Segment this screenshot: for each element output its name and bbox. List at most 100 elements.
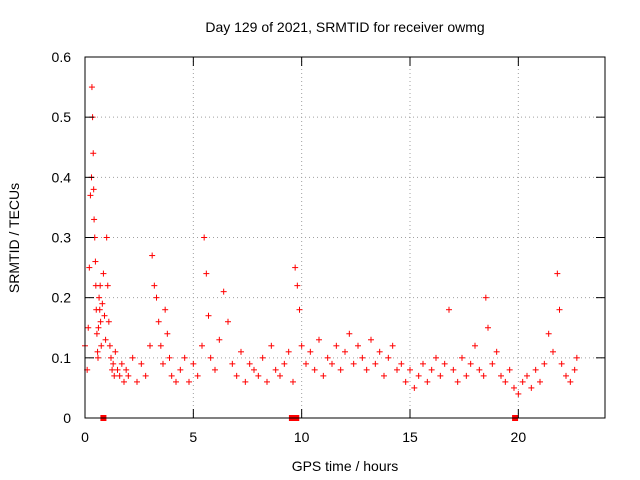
data-point <box>329 360 335 367</box>
data-point <box>242 378 249 385</box>
data-point <box>99 300 106 307</box>
data-point <box>519 378 526 385</box>
data-point <box>459 354 465 361</box>
data-point <box>296 306 303 313</box>
data-point <box>359 354 366 361</box>
data-point <box>463 372 470 379</box>
data-point <box>355 342 361 349</box>
data-point <box>528 384 535 391</box>
data-point <box>350 360 357 367</box>
data-point <box>101 312 108 319</box>
data-point <box>212 366 218 373</box>
y-tick-label: 0.2 <box>52 290 72 306</box>
data-point <box>203 270 210 277</box>
data-point <box>394 366 400 373</box>
data-point <box>428 366 435 373</box>
data-point <box>303 360 309 367</box>
data-point <box>181 354 188 361</box>
data-point <box>102 336 109 343</box>
data-point <box>482 294 489 301</box>
data-point <box>220 288 227 295</box>
data-point <box>88 84 95 91</box>
data-point <box>281 360 288 367</box>
data-point <box>85 324 92 331</box>
grid-lines <box>85 57 605 418</box>
data-point <box>433 354 439 361</box>
data-point <box>116 372 123 379</box>
data-point <box>97 318 104 325</box>
data-point <box>153 294 160 301</box>
data-point <box>480 372 487 379</box>
data-point <box>454 378 461 385</box>
data-point <box>333 342 340 349</box>
data-point <box>147 342 153 349</box>
data-point <box>467 360 474 367</box>
data-point <box>567 378 574 385</box>
data-point <box>259 354 266 361</box>
data-point <box>121 378 127 385</box>
data-point <box>100 270 107 277</box>
data-point <box>441 360 448 367</box>
data-point <box>489 360 496 367</box>
data-point <box>307 348 314 355</box>
data-point <box>105 318 112 325</box>
y-tick-label: 0.6 <box>52 49 72 65</box>
data-point <box>103 234 110 241</box>
x-tick-label: 0 <box>81 429 89 445</box>
data-point <box>476 366 483 373</box>
data-point <box>92 258 99 265</box>
data-point <box>292 264 299 271</box>
data-point <box>125 372 132 379</box>
data-point <box>95 324 102 331</box>
data-point <box>157 342 164 349</box>
data-point <box>134 378 140 385</box>
data-point <box>407 366 413 373</box>
data-point <box>532 366 539 373</box>
data-point <box>246 360 253 367</box>
data-point <box>272 366 279 373</box>
data-point <box>109 366 116 373</box>
data-point <box>90 186 97 193</box>
data-point <box>205 312 212 319</box>
data-point <box>238 348 244 355</box>
data-point <box>424 378 431 385</box>
data-point <box>162 306 169 313</box>
data-point <box>166 354 173 361</box>
axis-ticks <box>84 56 605 419</box>
y-axis-label: SRMTID / TECUs <box>6 183 22 293</box>
data-point <box>142 372 149 379</box>
data-point <box>363 366 370 373</box>
data-point <box>104 282 111 289</box>
y-tick-label: 0.5 <box>52 109 72 125</box>
data-point <box>368 336 374 343</box>
data-point <box>337 366 344 373</box>
data-point <box>545 330 552 337</box>
data-point <box>563 372 569 379</box>
data-point <box>415 372 422 379</box>
data-point <box>389 342 396 349</box>
data-point <box>573 354 580 361</box>
data-point <box>524 372 530 379</box>
data-point <box>311 366 318 373</box>
data-point <box>160 360 166 367</box>
data-point <box>98 342 105 349</box>
data-point <box>94 348 101 355</box>
data-point <box>498 372 504 379</box>
data-point <box>485 324 491 331</box>
data-point <box>168 372 175 379</box>
data-point <box>86 264 93 271</box>
data-point <box>398 360 405 367</box>
data-point <box>502 378 509 385</box>
data-point <box>537 378 543 385</box>
x-tick-label: 15 <box>402 429 418 445</box>
data-point <box>201 234 208 241</box>
data-point <box>190 360 197 367</box>
y-tick-label: 0.3 <box>52 230 72 246</box>
tick-labels: 0 0.1 0.2 0.3 0.4 0.5 0.6 0 5 10 15 20 <box>52 49 527 445</box>
x-tick-label: 5 <box>189 429 197 445</box>
data-point <box>515 390 522 397</box>
y-tick-label: 0.1 <box>52 350 72 366</box>
data-point <box>385 354 392 361</box>
x-tick-label: 20 <box>511 429 527 445</box>
data-point <box>90 150 97 157</box>
